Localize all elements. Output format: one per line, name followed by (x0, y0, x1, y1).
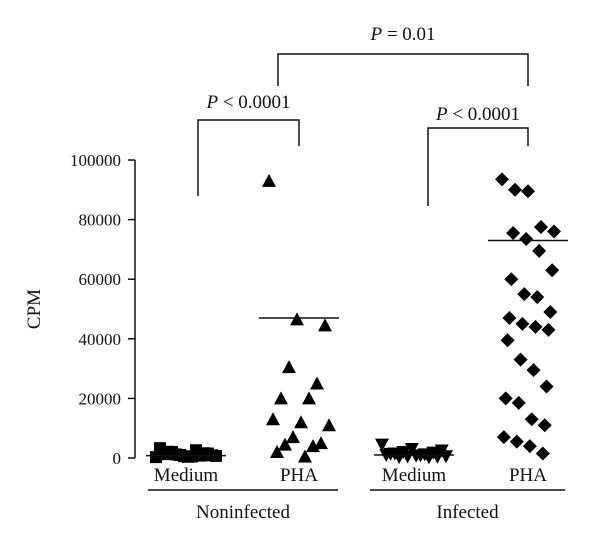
p-value-label: P < 0.0001 (205, 92, 290, 113)
data-point-diamond (517, 287, 532, 302)
p-value: = 0.01 (382, 24, 435, 45)
data-point-diamond (502, 310, 517, 325)
y-tick-label: 60000 (79, 270, 122, 289)
y-tick-label: 100000 (70, 151, 121, 170)
x-category-label: PHA (509, 465, 547, 486)
data-point-triangle (278, 437, 292, 451)
y-tick-label: 40000 (79, 330, 122, 349)
data-point-diamond (498, 391, 513, 406)
data-point-triangle (310, 376, 324, 390)
significance-bracket (197, 119, 300, 196)
x-category-label: Medium (382, 465, 447, 486)
data-marks (150, 172, 561, 465)
data-point-triangle (322, 418, 336, 432)
data-point-triangle (318, 318, 332, 332)
data-point-triangle (294, 415, 308, 429)
p-value: < 0.0001 (218, 92, 290, 113)
data-point-triangle (286, 430, 300, 444)
data-point-diamond (534, 220, 548, 235)
data-point-diamond (541, 322, 556, 337)
data-point-diamond (508, 182, 522, 197)
data-point-diamond (524, 412, 539, 427)
data-point-diamond (543, 304, 558, 319)
y-axis-label: CPM (24, 289, 45, 329)
p-value-label: P < 0.0001 (435, 104, 520, 125)
y-ticks: 0 20000 40000 60000 80000 100000 (70, 151, 135, 468)
data-point-diamond (500, 333, 515, 348)
data-point-diamond (513, 352, 528, 367)
p-symbol: P (369, 24, 382, 45)
data-point-diamond (528, 319, 543, 334)
data-point-diamond (537, 418, 552, 433)
data-point-triangle (262, 173, 276, 187)
y-tick-label: 0 (113, 449, 122, 468)
data-point-diamond (495, 172, 509, 187)
data-point-diamond (526, 363, 541, 378)
data-point-triangle (306, 439, 320, 453)
data-point-diamond (509, 434, 524, 449)
x-category-label: Medium (154, 465, 219, 486)
data-point-diamond (504, 272, 519, 287)
data-point-triangle (282, 360, 296, 374)
p-symbol: P (435, 104, 448, 125)
data-point-triangle (290, 312, 304, 326)
data-point-triangle (314, 436, 328, 450)
data-point-diamond (532, 243, 547, 258)
median-lines (146, 239, 568, 457)
data-point-inverted-triangle (375, 438, 389, 452)
data-point-diamond (521, 184, 535, 199)
group-labels: Noninfected Infected (148, 489, 565, 523)
data-point-diamond (547, 224, 561, 239)
p-value-label: P = 0.01 (369, 24, 435, 45)
x-category-labels: Medium PHA Medium PHA (154, 465, 547, 486)
data-point-triangle (270, 445, 284, 459)
data-point-square (186, 450, 198, 463)
data-point-triangle (274, 391, 288, 405)
group-label: Infected (436, 502, 499, 523)
data-point-diamond (545, 263, 560, 278)
group-label: Noninfected (196, 502, 290, 523)
y-tick-label: 80000 (79, 211, 122, 230)
data-point-diamond (522, 439, 537, 454)
data-point-triangle (302, 391, 316, 405)
data-point-inverted-triangle (413, 449, 428, 463)
data-point-diamond (511, 395, 526, 410)
significance-bracket (427, 127, 529, 206)
data-point-square (158, 448, 170, 461)
x-category-label: PHA (280, 465, 318, 486)
data-point-diamond (535, 446, 550, 461)
significance-bracket (277, 53, 529, 86)
p-symbol: P (205, 92, 218, 113)
data-point-diamond (506, 226, 521, 241)
data-point-diamond (530, 290, 545, 305)
data-point-diamond (515, 316, 530, 331)
data-point-triangle (266, 412, 280, 426)
data-point-diamond (496, 430, 511, 445)
data-point-diamond (519, 231, 534, 246)
data-point-triangle (298, 449, 312, 463)
data-point-diamond (539, 379, 554, 394)
p-value: < 0.0001 (448, 104, 520, 125)
y-tick-label: 20000 (79, 389, 122, 408)
